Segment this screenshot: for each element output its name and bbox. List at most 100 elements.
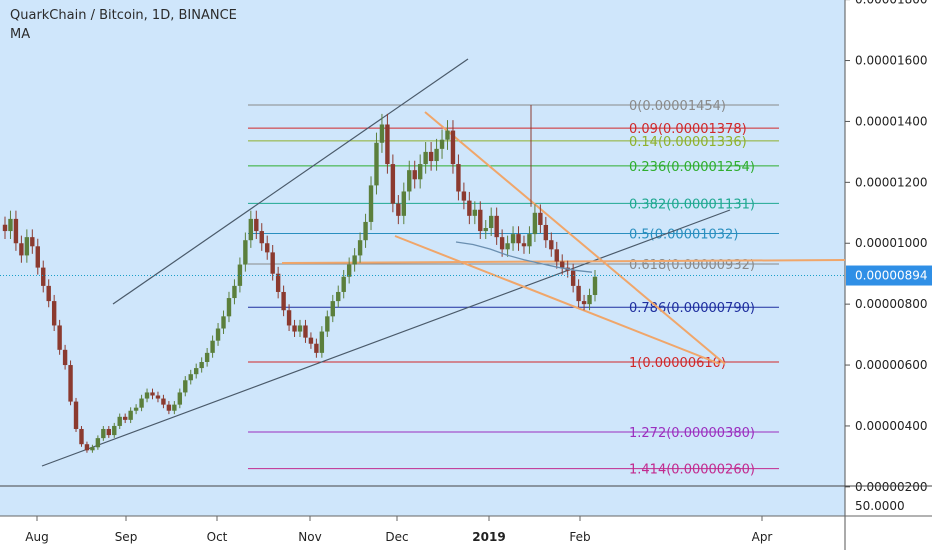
candle-body [434,148,439,162]
x-tick-label: Nov [298,530,321,544]
fib-level-label: 0.5(0.00001032) [629,228,738,243]
x-tick-label: Dec [385,530,408,544]
y-tick-label: 0.00000200 [855,480,928,494]
candle-body [467,200,472,216]
candle-body [325,316,330,332]
x-tick-label: Oct [207,530,228,544]
candle-body [79,428,84,445]
candle-body [297,325,303,332]
candle-body [363,221,368,241]
candle-body [62,349,68,366]
moving-average-line [455,241,593,273]
candle-body [199,362,204,369]
candle-body [35,246,40,268]
candle-body [374,142,379,186]
candle-body [292,325,297,332]
candle-body [117,416,122,426]
candle-body [336,291,341,302]
candle-body [46,285,51,302]
candle-body [560,261,565,268]
candle-body [592,276,598,296]
y-tick-label: 0.00001000 [855,236,928,250]
candle-body [112,425,117,436]
main-pane-bg [0,0,845,486]
candle-body [390,164,396,204]
candle-body [95,438,101,448]
candle-body [101,428,106,439]
candle-body [379,124,385,143]
fib-level-label: 0.14(0.00001336) [629,135,747,150]
candle-body [237,264,243,286]
candle-body [412,170,417,180]
candle-body [543,224,549,241]
candle-body [133,407,139,411]
candle-body [8,218,13,232]
candle-body [428,151,434,162]
sub-pane-tick-label: 50.0000 [855,499,905,513]
candle-body [90,447,95,451]
candle-body [357,240,363,256]
candle-body [527,234,532,247]
candle-body [24,237,30,256]
current-price-label: 0.00000894 [855,269,928,283]
candle-body [281,291,286,311]
candle-body [13,218,19,244]
candle-body [445,130,450,140]
candle-body [128,410,133,420]
candle-body [549,240,554,250]
candle-body [510,234,516,244]
y-tick-label: 0.00000800 [855,297,928,311]
candle-body [188,374,193,381]
candle-body [57,325,62,350]
candle-body [499,237,505,250]
candle-body [489,215,494,229]
candle-body [106,428,111,436]
candle-body [19,243,24,256]
candle-body [155,395,161,399]
candle-body [368,185,374,222]
candle-body [243,240,248,265]
fib-level-label: 1.414(0.00000260) [629,463,755,478]
channel-lower-line [41,209,731,467]
candle-body [254,218,259,232]
candle-body [2,224,8,232]
indicator-label: MA [10,27,31,42]
candle-body [248,218,254,241]
candle-body [210,340,215,353]
candle-body [341,276,346,292]
x-tick-label: Aug [25,530,48,544]
candle-body [554,249,559,262]
y-tick-label: 0.00001800 [855,0,928,7]
chart-title: QuarkChain / Bitcoin, 1D, BINANCE [10,8,237,23]
candle-body [505,243,510,250]
candle-body [587,295,592,305]
sub-pane-bg [0,486,845,516]
candle-body [472,209,478,216]
channel-upper-line [112,58,469,305]
x-tick-label: Apr [752,530,773,544]
candle-body [194,368,199,375]
fib-level-label: 1(0.00000610) [629,356,726,371]
wedge-lower-line [394,235,721,365]
y-tick-label: 0.00001200 [855,175,928,189]
candle-body [385,124,390,165]
candle-body [183,380,188,393]
candle-body [352,255,357,265]
candle-body [204,352,210,362]
candle-body [265,243,270,253]
candle-body [450,130,456,165]
candle-body [538,212,543,225]
candle-body [161,398,166,405]
fib-level-label: 0(0.00001454) [629,99,726,114]
candle-body [401,191,406,216]
candle-body [41,267,46,286]
horizontal-resistance-line [281,259,846,264]
candle-body [303,325,308,338]
candle-body [461,191,467,201]
fib-level-label: 0.09(0.00001378) [629,122,747,137]
candle-body [259,231,264,244]
candle-body [581,301,587,305]
candle-body [423,151,428,165]
